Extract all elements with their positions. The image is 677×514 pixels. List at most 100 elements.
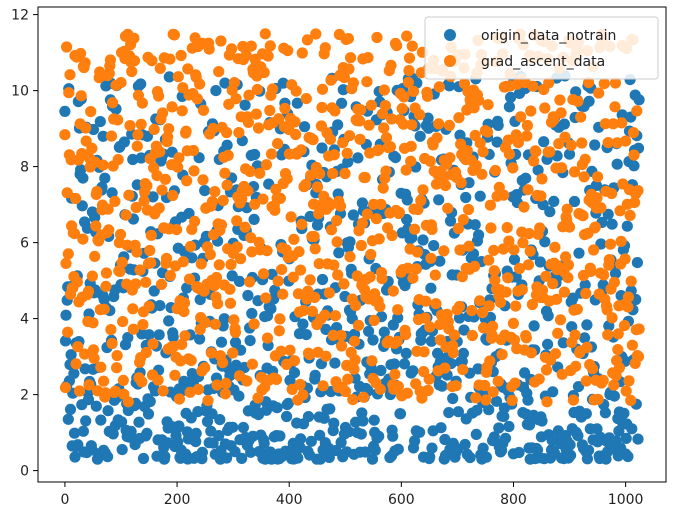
scatter-point-grad-ascent — [599, 118, 612, 130]
scatter-point-grad-ascent — [120, 209, 132, 221]
scatter-point-origin — [336, 97, 348, 109]
scatter-point-grad-ascent — [579, 153, 591, 165]
scatter-point-grad-ascent — [191, 93, 203, 105]
scatter-point-grad-ascent — [261, 332, 274, 344]
scatter-point-grad-ascent — [540, 270, 552, 282]
scatter-point-grad-ascent — [622, 301, 634, 313]
scatter-point-grad-ascent — [296, 218, 308, 230]
scatter-point-grad-ascent — [293, 246, 305, 258]
scatter-point-grad-ascent — [548, 114, 560, 126]
scatter-point-grad-ascent — [462, 203, 475, 216]
scatter-point-grad-ascent — [423, 373, 435, 385]
scatter-point-origin — [547, 386, 559, 398]
scatter-point-grad-ascent — [377, 182, 389, 194]
scatter-point-grad-ascent — [509, 300, 522, 312]
scatter-point-grad-ascent — [143, 300, 155, 312]
scatter-point-grad-ascent — [370, 213, 382, 225]
scatter-point-grad-ascent — [480, 394, 492, 406]
scatter-point-origin — [196, 446, 208, 458]
scatter-point-origin — [282, 397, 294, 409]
scatter-point-origin — [342, 156, 354, 168]
scatter-point-grad-ascent — [195, 258, 207, 270]
scatter-point-grad-ascent — [601, 304, 613, 316]
scatter-point-grad-ascent — [209, 318, 221, 330]
scatter-point-grad-ascent — [222, 149, 234, 161]
scatter-point-grad-ascent — [378, 84, 390, 96]
scatter-point-origin — [118, 136, 130, 148]
scatter-point-grad-ascent — [525, 347, 537, 359]
scatter-point-grad-ascent — [64, 69, 76, 81]
scatter-point-grad-ascent — [470, 392, 482, 404]
scatter-point-grad-ascent — [366, 355, 378, 367]
scatter-point-grad-ascent — [155, 278, 168, 290]
scatter-point-origin — [239, 99, 251, 111]
scatter-point-origin — [474, 190, 486, 202]
scatter-point-grad-ascent — [242, 185, 254, 197]
scatter-point-grad-ascent — [289, 116, 301, 128]
scatter-point-origin — [389, 152, 402, 164]
scatter-point-origin — [127, 153, 139, 166]
scatter-point-grad-ascent — [309, 291, 321, 303]
scatter-point-origin — [99, 172, 111, 184]
scatter-point-grad-ascent — [509, 377, 521, 389]
scatter-point-origin — [503, 420, 515, 433]
scatter-point-grad-ascent — [91, 186, 103, 198]
scatter-point-grad-ascent — [100, 267, 112, 279]
scatter-point-grad-ascent — [374, 383, 386, 395]
scatter-point-grad-ascent — [146, 55, 158, 67]
scatter-point-grad-ascent — [618, 320, 631, 332]
scatter-point-grad-ascent — [544, 146, 556, 158]
scatter-point-grad-ascent — [203, 43, 215, 55]
scatter-point-origin — [227, 421, 239, 433]
scatter-point-grad-ascent — [135, 118, 147, 130]
scatter-point-origin — [59, 105, 71, 117]
scatter-point-grad-ascent — [482, 99, 494, 111]
scatter-point-origin — [378, 326, 390, 338]
scatter-point-grad-ascent — [331, 236, 343, 248]
scatter-point-grad-ascent — [350, 299, 362, 312]
scatter-point-grad-ascent — [248, 318, 260, 330]
legend-marker-grad-ascent — [444, 55, 456, 67]
scatter-point-grad-ascent — [376, 273, 388, 285]
scatter-point-grad-ascent — [424, 321, 436, 333]
scatter-point-grad-ascent — [244, 165, 256, 178]
scatter-point-grad-ascent — [194, 78, 206, 90]
scatter-point-grad-ascent — [393, 206, 405, 219]
scatter-point-grad-ascent — [603, 254, 615, 266]
scatter-point-grad-ascent — [245, 40, 257, 52]
scatter-point-grad-ascent — [294, 378, 306, 391]
scatter-point-grad-ascent — [241, 375, 253, 387]
scatter-point-grad-ascent — [288, 233, 300, 245]
scatter-point-origin — [534, 256, 546, 268]
scatter-point-grad-ascent — [488, 244, 500, 256]
scatter-point-grad-ascent — [59, 129, 71, 141]
scatter-point-grad-ascent — [272, 275, 284, 287]
scatter-point-grad-ascent — [486, 329, 498, 341]
scatter-point-grad-ascent — [285, 211, 297, 223]
scatter-point-grad-ascent — [357, 391, 370, 403]
scatter-point-origin — [414, 426, 426, 438]
scatter-point-origin — [80, 415, 92, 427]
scatter-point-grad-ascent — [213, 259, 225, 271]
scatter-point-origin — [520, 172, 532, 184]
scatter-point-grad-ascent — [400, 164, 412, 176]
scatter-point-origin — [471, 404, 483, 416]
scatter-point-grad-ascent — [571, 303, 583, 315]
scatter-point-grad-ascent — [250, 108, 262, 120]
scatter-point-origin — [215, 336, 228, 348]
scatter-point-origin — [295, 433, 307, 445]
scatter-point-grad-ascent — [477, 146, 489, 158]
y-tick-label: 8 — [20, 160, 29, 176]
scatter-point-grad-ascent — [583, 77, 595, 89]
scatter-point-grad-ascent — [173, 152, 185, 164]
scatter-point-origin — [460, 191, 472, 204]
scatter-point-grad-ascent — [177, 256, 189, 268]
scatter-point-origin — [141, 130, 153, 142]
scatter-point-grad-ascent — [405, 140, 417, 152]
scatter-point-origin — [426, 442, 438, 454]
scatter-point-grad-ascent — [549, 241, 561, 253]
scatter-point-grad-ascent — [288, 355, 301, 367]
scatter-point-origin — [102, 451, 114, 463]
scatter-point-grad-ascent — [406, 40, 418, 52]
scatter-point-grad-ascent — [162, 131, 174, 143]
